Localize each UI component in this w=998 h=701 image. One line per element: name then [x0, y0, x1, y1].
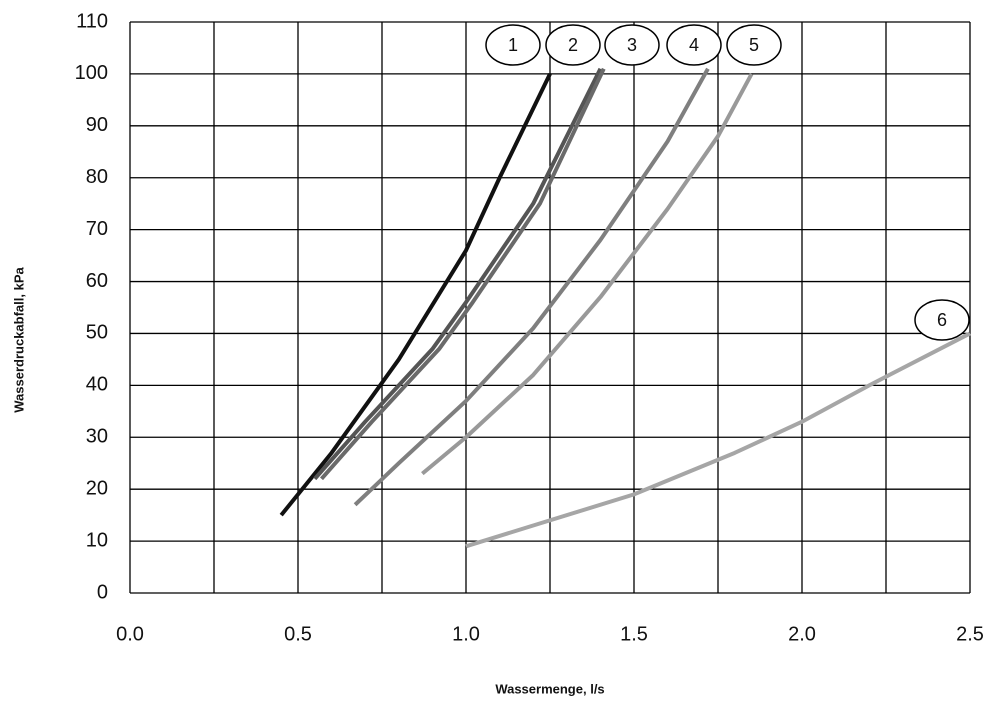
- data-line: [465, 331, 971, 549]
- label-circle: [545, 24, 601, 66]
- x-tick-label: 0.5: [284, 623, 312, 645]
- y-tick-label: 20: [86, 477, 108, 499]
- y-tick-label: 50: [86, 322, 108, 344]
- x-tick-label: 0.0: [116, 623, 144, 645]
- x-tick-label: 1.5: [620, 623, 648, 645]
- y-tick-label: 10: [86, 529, 108, 551]
- data-line: [320, 67, 606, 481]
- y-tick-label: 40: [86, 374, 108, 396]
- y-tick-label: 70: [86, 218, 108, 240]
- legend-label: 1: [508, 35, 518, 55]
- legend-label: 3: [627, 35, 637, 55]
- x-tick-label: 2.0: [788, 623, 816, 645]
- y-tick-label: 80: [86, 166, 108, 188]
- x-tick-label: 1.0: [452, 623, 480, 645]
- y-tick-label: 60: [86, 270, 108, 292]
- x-axis-title: Wassermenge, l/s: [495, 681, 604, 696]
- y-tick-label: 110: [76, 10, 108, 32]
- y-axis-title: Wasserdruckabfall, kPa: [11, 266, 26, 412]
- label-circle: [914, 299, 970, 341]
- y-tick-label: 90: [86, 114, 108, 136]
- data-line: [279, 73, 552, 517]
- data-line: [421, 72, 754, 476]
- label-circle: [666, 24, 722, 66]
- legend-label: 4: [689, 35, 699, 55]
- legend-label: 6: [937, 310, 947, 330]
- data-line: [353, 67, 710, 507]
- y-tick-label: 0: [97, 581, 108, 603]
- legend-label: 2: [568, 35, 578, 55]
- label-circle: [726, 24, 782, 66]
- data-line: [313, 67, 603, 481]
- label-circle: [485, 24, 541, 66]
- label-circle: [604, 24, 660, 66]
- y-tick-label: 30: [86, 426, 108, 448]
- x-tick-label: 2.5: [956, 623, 984, 645]
- y-tick-label: 100: [75, 62, 108, 84]
- legend-label: 5: [749, 35, 759, 55]
